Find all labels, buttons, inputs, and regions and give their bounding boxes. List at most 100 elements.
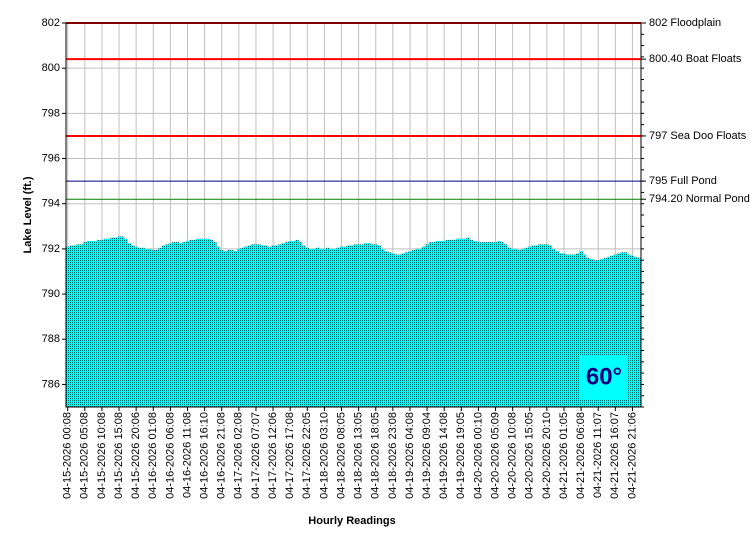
bar (240, 247, 245, 407)
bar (151, 250, 156, 407)
bar (168, 243, 173, 407)
bar (555, 251, 559, 407)
bar (473, 240, 477, 407)
bar (425, 244, 429, 407)
bar (165, 244, 169, 407)
x-tick-label: 04-16-2026 21:08 (216, 412, 228, 499)
annotation-box (580, 355, 628, 399)
bar (504, 244, 508, 407)
bar (305, 247, 310, 407)
bar (291, 240, 296, 407)
bar (223, 251, 227, 407)
x-tick-label: 04-20-2026 10:08 (507, 412, 519, 499)
bar (463, 238, 467, 407)
bar (490, 242, 494, 407)
reference-label: 800.40 Boat Floats (649, 53, 742, 65)
x-axis-label: Hourly Readings (308, 515, 395, 527)
bar (141, 247, 145, 407)
bar (216, 246, 221, 407)
y-tick-label: 788 (42, 333, 60, 345)
bar (552, 248, 556, 407)
bar (79, 244, 84, 407)
bar (452, 239, 457, 407)
bar (538, 244, 542, 407)
bar (103, 238, 108, 407)
x-tick-label: 04-17-2026 07:07 (250, 412, 262, 499)
bar (281, 243, 286, 407)
bar (220, 250, 224, 407)
bar (500, 242, 505, 407)
bar (411, 250, 416, 407)
bar (144, 248, 149, 407)
bar (476, 242, 481, 407)
bar (329, 248, 334, 407)
y-tick-label: 798 (42, 107, 60, 119)
reference-label: 794.20 Normal Pond (649, 193, 750, 205)
bar (497, 240, 501, 407)
bar (233, 251, 238, 407)
bar (326, 247, 330, 407)
bar (254, 244, 258, 407)
reference-label: 795 Full Pond (649, 175, 717, 187)
x-tick-label: 04-20-2026 20:10 (541, 412, 553, 499)
bar (288, 240, 292, 407)
bar (209, 239, 214, 407)
bar (367, 243, 371, 407)
bar (89, 240, 94, 407)
bar (432, 242, 436, 407)
bar (182, 242, 186, 407)
x-tick-label: 04-17-2026 12:06 (267, 412, 279, 499)
bar (295, 239, 299, 407)
x-tick-label: 04-21-2026 06:08 (575, 412, 587, 499)
bar (401, 253, 405, 407)
bar (439, 240, 443, 407)
bar (267, 246, 272, 407)
bar (507, 247, 511, 407)
bar (603, 257, 607, 407)
y-tick-label: 800 (42, 62, 60, 74)
bar (161, 245, 166, 407)
bar (459, 238, 464, 407)
bar (100, 239, 104, 407)
x-tick-label: 04-19-2026 14:08 (438, 412, 450, 499)
bar (408, 251, 412, 407)
bar (415, 248, 419, 407)
bar (343, 246, 347, 407)
bar (243, 246, 248, 407)
bar (134, 246, 138, 407)
bar (131, 245, 135, 407)
bar (589, 259, 594, 407)
bar (548, 245, 553, 407)
bar (418, 248, 423, 407)
bar (196, 238, 200, 407)
bar (449, 239, 453, 407)
bar (517, 250, 522, 407)
bar (154, 250, 159, 407)
bar (127, 243, 132, 407)
x-tick-label: 04-19-2026 04:08 (404, 412, 416, 499)
x-tick-label: 04-16-2026 11:08 (181, 412, 193, 498)
bar (110, 237, 114, 407)
y-axis-label: Lake Level (ft.) (22, 176, 34, 253)
bar (480, 242, 484, 407)
x-tick-label: 04-20-2026 05:09 (489, 412, 501, 499)
bar (148, 248, 152, 407)
bar (521, 248, 525, 407)
bar (178, 243, 183, 407)
x-tick-label: 04-15-2026 20:06 (130, 412, 142, 499)
bar (199, 238, 203, 407)
bar (374, 244, 378, 407)
bar (264, 245, 268, 407)
x-tick-label: 04-15-2026 15:08 (113, 412, 125, 499)
bar (562, 253, 566, 407)
bar (339, 246, 344, 407)
bar (593, 260, 597, 407)
bar (247, 245, 251, 407)
bar (579, 251, 583, 407)
bar (637, 257, 642, 407)
bar (384, 251, 388, 407)
y-tick-label: 794 (42, 198, 60, 210)
bar (76, 244, 80, 407)
bar (93, 240, 97, 407)
bar (230, 250, 234, 407)
